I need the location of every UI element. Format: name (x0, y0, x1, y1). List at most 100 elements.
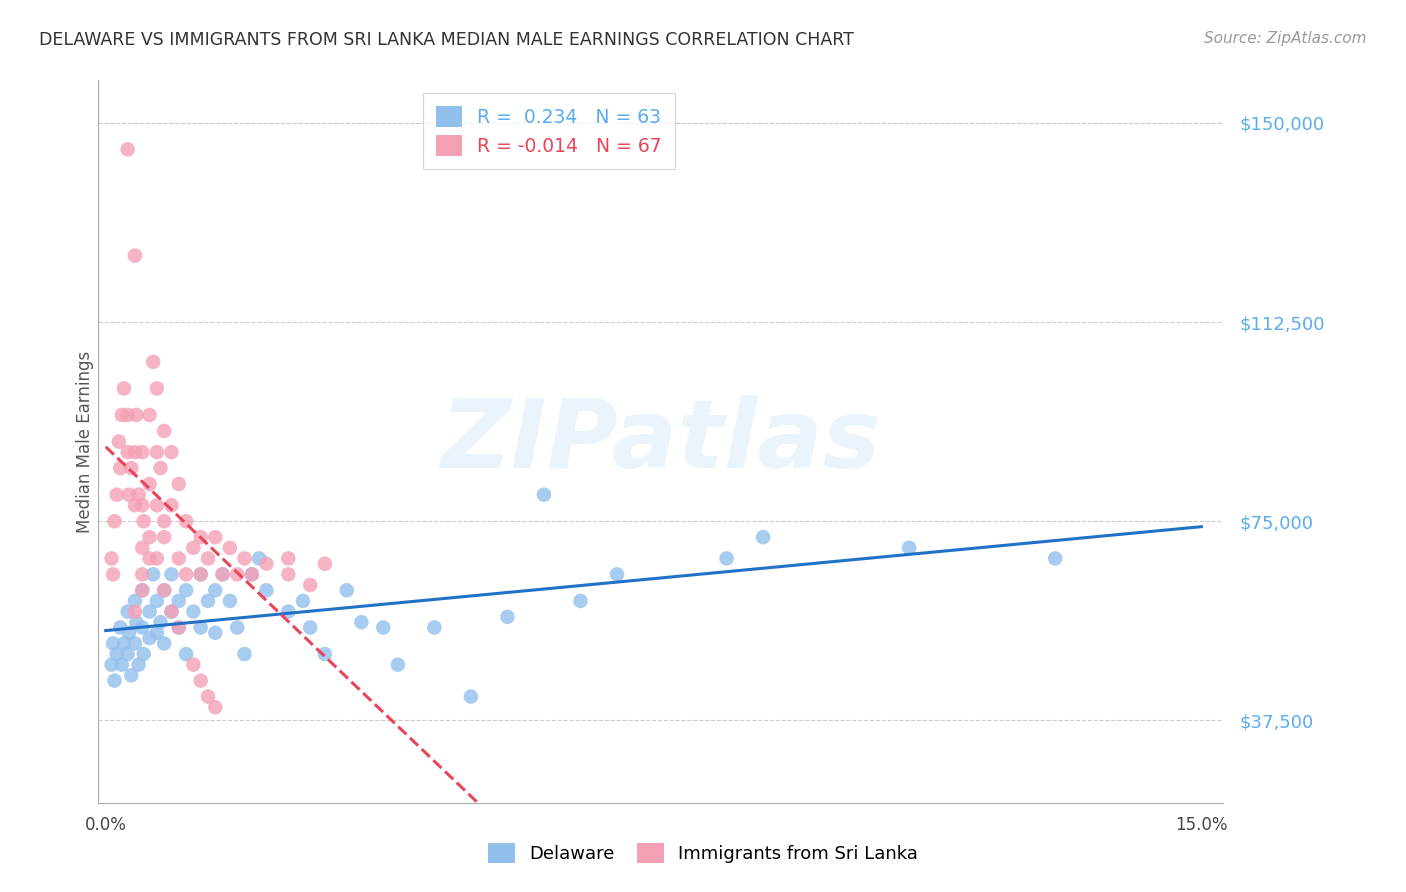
Point (131, 583, 153, 598)
Point (197, 594, 219, 608)
Point (190, 673, 212, 688)
Text: Source: ZipAtlas.com: Source: ZipAtlas.com (1204, 31, 1367, 46)
Point (373, 620, 395, 634)
Point (219, 594, 242, 608)
Point (132, 647, 155, 661)
Point (423, 620, 446, 634)
Point (128, 657, 150, 672)
Point (197, 690, 219, 704)
Legend: R =  0.234   N = 63, R = -0.014   N = 67: R = 0.234 N = 63, R = -0.014 N = 67 (423, 94, 675, 169)
Point (460, 690, 482, 704)
Point (128, 488, 150, 502)
Point (101, 567, 124, 582)
Point (204, 583, 226, 598)
Point (167, 551, 190, 566)
Point (131, 445, 153, 459)
Point (160, 605, 183, 619)
Point (138, 605, 160, 619)
Point (197, 551, 219, 566)
Point (108, 434, 131, 449)
Point (233, 647, 256, 661)
Point (146, 551, 169, 566)
Point (125, 615, 148, 630)
Point (117, 605, 139, 619)
Point (117, 142, 139, 156)
Point (167, 594, 190, 608)
Point (124, 636, 146, 650)
Point (254, 583, 277, 598)
Point (247, 551, 270, 566)
Point (226, 620, 249, 634)
Point (120, 668, 142, 682)
Point (153, 583, 176, 598)
Point (124, 445, 146, 459)
Point (204, 700, 226, 714)
Point (606, 567, 628, 582)
Point (100, 551, 122, 566)
Point (124, 605, 146, 619)
Point (110, 461, 132, 475)
Point (190, 567, 212, 582)
Point (190, 620, 212, 634)
Point (153, 514, 176, 528)
Point (160, 605, 183, 619)
Text: DELAWARE VS IMMIGRANTS FROM SRI LANKA MEDIAN MALE EARNINGS CORRELATION CHART: DELAWARE VS IMMIGRANTS FROM SRI LANKA ME… (39, 31, 855, 49)
Point (110, 620, 132, 634)
Point (120, 461, 142, 475)
Point (124, 498, 146, 512)
Point (336, 583, 359, 598)
Point (125, 408, 148, 422)
Point (131, 541, 153, 555)
Point (138, 631, 160, 645)
Point (146, 594, 169, 608)
Point (160, 567, 183, 582)
Text: ZIPatlas: ZIPatlas (440, 395, 882, 488)
Point (569, 594, 592, 608)
Point (190, 530, 212, 544)
Point (149, 461, 172, 475)
Point (190, 567, 212, 582)
Point (112, 636, 135, 650)
Point (174, 583, 197, 598)
Point (211, 567, 233, 582)
Point (240, 567, 263, 582)
Point (101, 636, 124, 650)
Point (103, 673, 125, 688)
Point (118, 625, 141, 640)
Point (131, 620, 153, 634)
Point (752, 530, 775, 544)
Point (314, 557, 336, 571)
Point (204, 530, 226, 544)
Point (174, 514, 197, 528)
Point (153, 530, 176, 544)
Point (117, 408, 139, 422)
Point (112, 381, 135, 395)
Point (117, 445, 139, 459)
Point (131, 583, 153, 598)
Point (138, 408, 160, 422)
Point (117, 647, 139, 661)
Point (240, 567, 263, 582)
Point (219, 541, 242, 555)
Point (350, 615, 373, 630)
Point (124, 249, 146, 263)
Point (1045, 551, 1067, 566)
Point (277, 551, 299, 566)
Point (299, 620, 322, 634)
Point (111, 408, 134, 422)
Point (103, 514, 125, 528)
Point (183, 541, 205, 555)
Point (131, 567, 153, 582)
Point (167, 477, 190, 491)
Point (174, 567, 197, 582)
Point (100, 657, 122, 672)
Point (174, 647, 197, 661)
Point (226, 567, 249, 582)
Point (124, 594, 146, 608)
Point (277, 605, 299, 619)
Point (138, 530, 160, 544)
Point (387, 657, 409, 672)
Point (153, 636, 176, 650)
Point (167, 620, 190, 634)
Point (898, 541, 921, 555)
